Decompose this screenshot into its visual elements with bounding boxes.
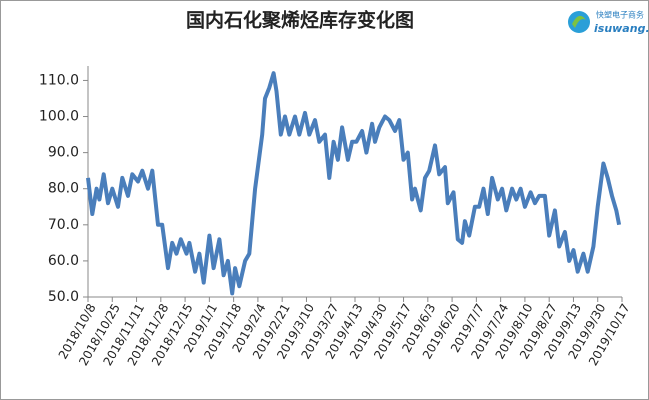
y-tick-label: 100.0 [39, 109, 79, 125]
logo-site: isuwang.com [594, 22, 649, 35]
line-series [86, 71, 622, 296]
y-tick-label: 80.0 [48, 181, 79, 197]
chart-title: 国内石化聚烯烃库存变化图 [186, 8, 414, 31]
y-tick-label: 70.0 [48, 217, 79, 233]
logo-name: 快塑电子商务 [596, 10, 644, 20]
y-tick-label: 110.0 [39, 72, 79, 88]
logo-leaf [572, 15, 586, 28]
y-tick-label: 90.0 [48, 145, 79, 161]
logo-icon [568, 11, 590, 33]
y-tick-label: 50.0 [48, 289, 79, 305]
y-tick-label: 60.0 [48, 253, 79, 269]
